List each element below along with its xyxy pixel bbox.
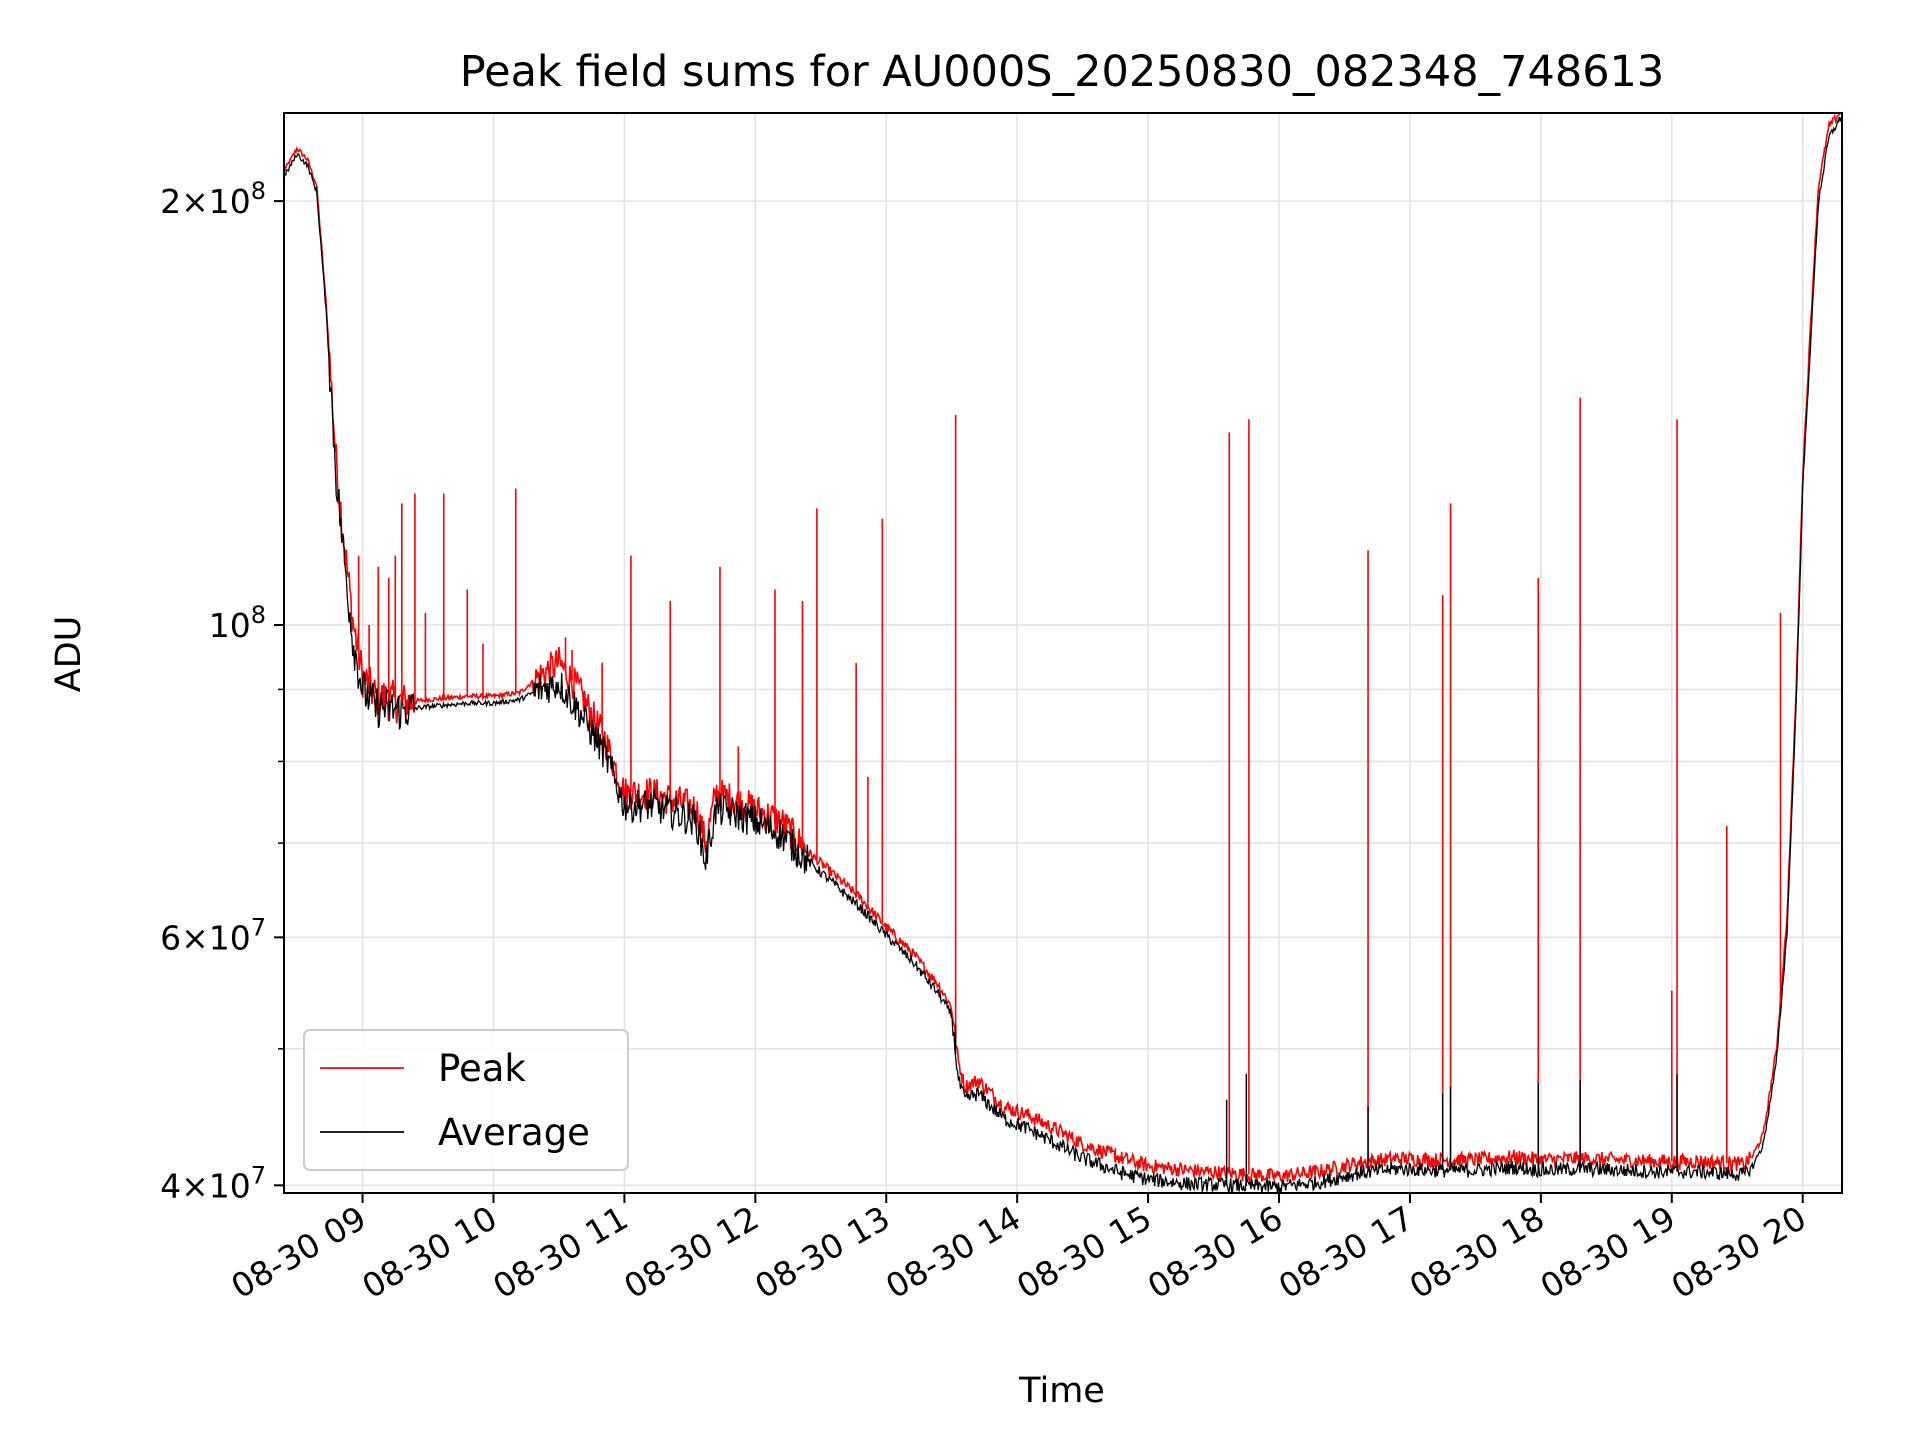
chart-title: Peak field sums for AU000S_20250830_0823… (460, 47, 1665, 97)
series-line-average (284, 116, 1842, 1193)
y-axis-label: ADU (49, 616, 89, 693)
legend-label-average: Average (438, 1111, 590, 1154)
legend: Peak Average (303, 1029, 629, 1171)
legend-label-peak: Peak (438, 1047, 526, 1090)
y-tick-label-1: 6×107 (160, 913, 266, 957)
series-line-peak (284, 113, 1841, 1183)
y-tick-label-3: 2×108 (160, 177, 266, 221)
y-tick-label-2: 108 (209, 601, 266, 645)
x-axis-label: Time (1018, 1371, 1105, 1411)
y-tick-label-0: 4×107 (160, 1161, 266, 1205)
plot-area (284, 113, 1842, 1193)
y-axis: 4×107 6×107 108 2×108 (160, 177, 284, 1205)
legend-box (303, 1029, 629, 1171)
plot-frame (283, 112, 1843, 1194)
